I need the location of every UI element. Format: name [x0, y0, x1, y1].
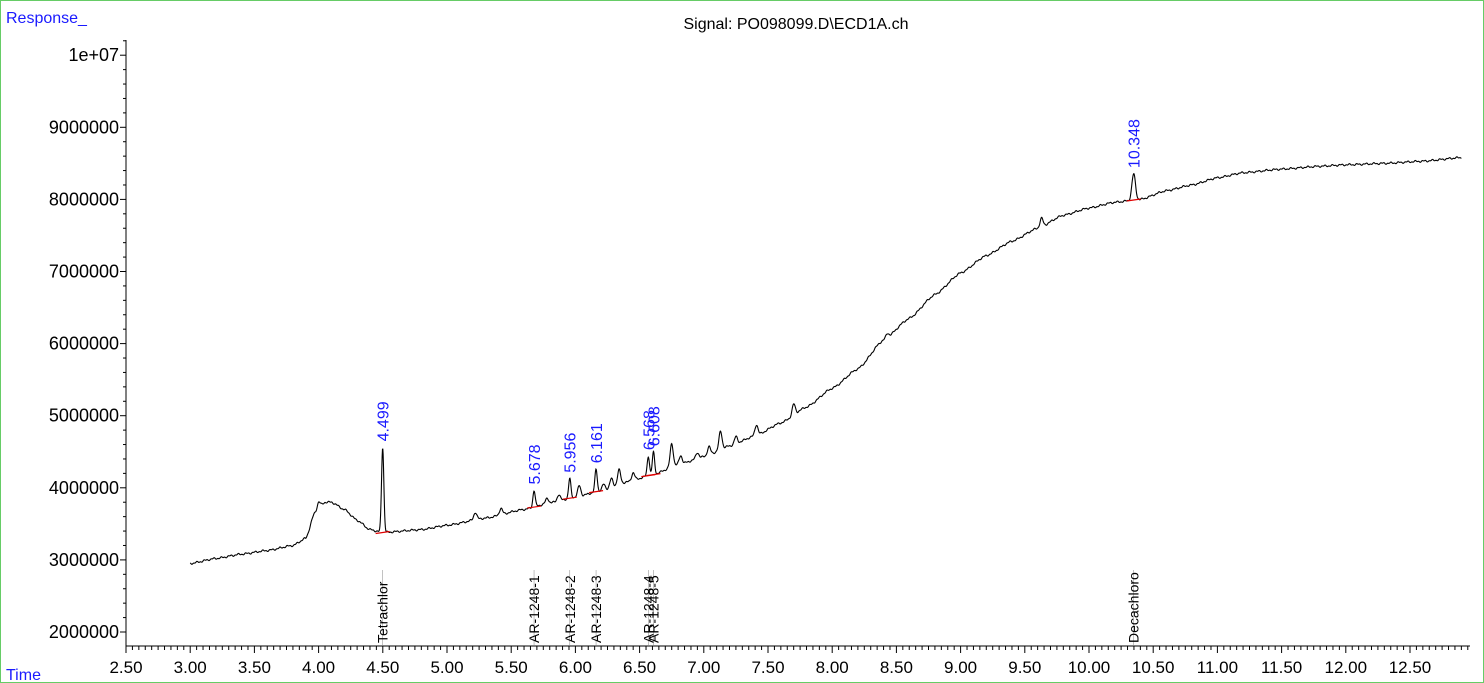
- x-tick-label: 11.50: [1261, 658, 1302, 677]
- compound-name-label: AR-1248-2: [562, 575, 578, 643]
- peak-rt-label: 4.499: [376, 401, 393, 441]
- x-tick-label: 3.50: [238, 658, 271, 677]
- x-tick-label: 6.00: [559, 658, 592, 677]
- x-tick-label: 5.50: [495, 658, 528, 677]
- x-tick-label: 2.50: [109, 658, 142, 677]
- x-tick-label: 9.50: [1008, 658, 1041, 677]
- compound-markers-group: Tetrachlor AR-1248-1 AR-1248-2 AR-1248-3 AR-…: [375, 570, 1142, 645]
- y-tick-label: 5000000: [49, 406, 119, 426]
- integration-mark: [526, 505, 542, 509]
- integration-mark: [562, 496, 577, 500]
- x-tick-label: 7.50: [751, 658, 784, 677]
- compound-name-label: Decachloro: [1126, 572, 1142, 643]
- y-tick-label: 9000000: [49, 117, 119, 137]
- peak-rt-label: 5.678: [527, 444, 544, 484]
- x-tick-label: 3.00: [174, 658, 207, 677]
- compound-name-label: AR-1248-1: [526, 575, 542, 643]
- peak-rt-label: 10.348: [1127, 119, 1144, 168]
- compound-name-label: AR-1248-4: [640, 575, 656, 643]
- x-tick-label: 12.00: [1325, 658, 1368, 677]
- y-tick-label: 8000000: [49, 189, 119, 209]
- peak-rt-label: 5.956: [563, 433, 580, 473]
- x-tick-label: 4.50: [366, 658, 399, 677]
- y-tick-label: 6000000: [49, 334, 119, 354]
- axes-group: 2000000 3000000 4000000 5000000 6000000 70000…: [49, 40, 1470, 677]
- x-tick-label: 8.00: [816, 658, 849, 677]
- compound-name-label: AR-1248-3: [588, 575, 604, 643]
- x-tick-label: 8.50: [880, 658, 913, 677]
- chart-title: Signal: PO098099.D\ECD1A.ch: [683, 16, 908, 33]
- y-tick-label: 4000000: [49, 478, 119, 498]
- integration-mark: [375, 530, 390, 535]
- x-tick-label: 6.50: [623, 658, 656, 677]
- x-tick-label: 12.50: [1389, 658, 1432, 677]
- compound-name-label: Tetrachlor: [375, 581, 391, 643]
- peak-rt-label: 6.608: [646, 406, 663, 446]
- integration-mark: [646, 473, 661, 477]
- integration-mark: [1126, 198, 1141, 202]
- compound-name-label: AR-1248-5: [645, 575, 661, 643]
- x-tick-label: 10.50: [1132, 658, 1175, 677]
- x-tick-label: 11.00: [1197, 658, 1238, 677]
- x-tick-label: 5.00: [430, 658, 463, 677]
- peak-rt-label: 6.161: [589, 423, 606, 463]
- x-tick-label: 9.00: [944, 658, 977, 677]
- y-tick-label: 2000000: [49, 622, 119, 642]
- peak-rt-label: 6.568: [641, 410, 658, 450]
- signal-trace: [189, 156, 1462, 565]
- x-axis-title: Time: [6, 667, 41, 683]
- y-tick-label: 7000000: [49, 262, 119, 282]
- y-axis-title: Response_: [6, 10, 88, 27]
- x-tick-label: 4.00: [302, 658, 335, 677]
- y-tick-label: 3000000: [49, 550, 119, 570]
- integration-mark: [588, 490, 604, 494]
- x-tick-label: 7.00: [687, 658, 720, 677]
- x-tick-label: 10.00: [1068, 658, 1111, 677]
- y-tick-label: 1e+07: [68, 45, 119, 65]
- trace-group: [189, 156, 1462, 565]
